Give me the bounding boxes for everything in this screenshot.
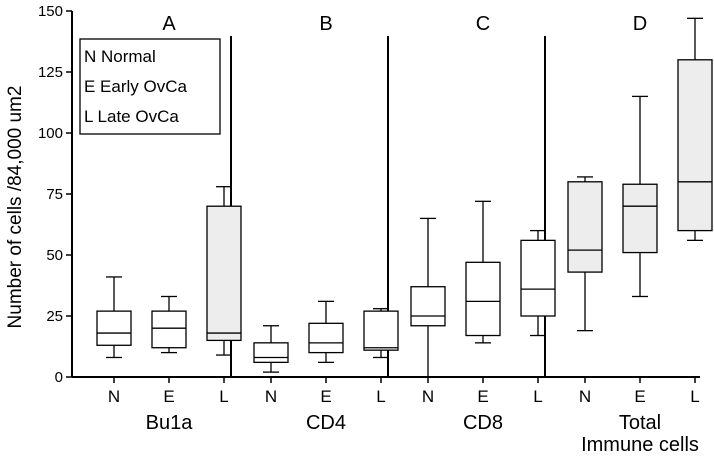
x-tick-label: E: [477, 387, 488, 406]
y-tick-label: 150: [38, 3, 63, 20]
box-D-E: [622, 95, 658, 298]
group-label: CD8: [463, 412, 503, 434]
iqr-box: [96, 310, 132, 346]
y-tick-label: 0: [55, 369, 63, 386]
iqr-box: [253, 342, 289, 364]
group-label: Total: [619, 412, 661, 434]
iqr-box: [206, 205, 242, 342]
iqr-box: [622, 183, 658, 254]
panel-letter: C: [476, 13, 490, 35]
box-C-N: [410, 217, 446, 378]
box-B-N: [253, 325, 289, 373]
group-label: Bu1a: [146, 412, 194, 434]
y-tick-label: 75: [46, 186, 63, 203]
iqr-box: [151, 310, 187, 349]
box-D-L: [677, 17, 713, 242]
y-axis-label: Number of cells /84,000 um2: [5, 86, 26, 329]
box-C-L: [520, 229, 556, 337]
x-tick-label: L: [219, 387, 228, 406]
box-A-L: [206, 186, 242, 356]
group-label: Immune cells: [581, 434, 699, 456]
x-tick-label: L: [690, 387, 699, 406]
y-tick-label: 125: [38, 64, 63, 81]
panel-letter: B: [319, 13, 332, 35]
x-tick-label: E: [163, 387, 174, 406]
iqr-box: [308, 322, 344, 354]
y-tick-label: 100: [38, 125, 63, 142]
x-tick-label: N: [579, 387, 591, 406]
legend-entry-N: N Normal: [84, 47, 156, 66]
iqr-box: [410, 286, 446, 327]
iqr-box: [363, 310, 399, 351]
group-label: CD4: [306, 412, 346, 434]
legend-entry-E: E Early OvCa: [84, 77, 188, 96]
box-B-L: [363, 308, 399, 359]
x-tick-label: L: [376, 387, 385, 406]
axes: 0 25 50 75 100 125 150 N E L Bu1a N E L CD4 N E L CD8 N E L To…: [38, 3, 700, 456]
x-tick-label: E: [634, 387, 645, 406]
x-tick-label: N: [422, 387, 434, 406]
panel-letter: D: [633, 13, 647, 35]
legend-entry-L: L Late OvCa: [84, 107, 179, 126]
x-tick-label: N: [108, 387, 120, 406]
box-A-N: [96, 276, 132, 359]
box-B-E: [308, 300, 344, 364]
plot-area: A B C D: [96, 13, 713, 378]
legend-box: [79, 38, 221, 135]
iqr-box: [520, 239, 556, 317]
legend: N Normal E Early OvCa L Late OvCa: [79, 38, 221, 135]
x-tick-label: N: [265, 387, 277, 406]
box-A-E: [151, 295, 187, 354]
x-tick-label: L: [533, 387, 542, 406]
iqr-box: [677, 59, 713, 232]
x-tick-label: E: [320, 387, 331, 406]
y-tick-label: 25: [46, 308, 63, 325]
box-C-E: [465, 200, 501, 344]
iqr-box: [567, 181, 603, 273]
iqr-box: [465, 261, 501, 337]
y-tick-label: 50: [46, 247, 63, 264]
box-D-N: [567, 176, 603, 332]
panel-letter: A: [162, 13, 176, 35]
